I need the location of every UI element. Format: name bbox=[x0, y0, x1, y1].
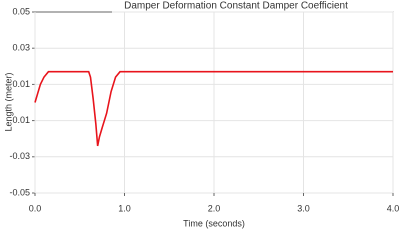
y-axis-title: Length (meter) bbox=[3, 72, 13, 131]
x-axis-title: Time (seconds) bbox=[183, 218, 245, 228]
x-tick-label: 2.0 bbox=[208, 203, 221, 213]
y-tick-label: -0.05 bbox=[9, 187, 30, 197]
x-tick-label: 3.0 bbox=[297, 203, 310, 213]
x-tick-label: 4.0 bbox=[387, 203, 400, 213]
y-tick-label: 0.03 bbox=[12, 43, 30, 53]
y-tick-label: 0.01 bbox=[12, 79, 30, 89]
chart: Damper Deformation Constant Damper Coeff… bbox=[3, 1, 400, 229]
chart-title: Damper Deformation Constant Damper Coeff… bbox=[124, 1, 348, 12]
data-line bbox=[34, 70, 393, 147]
y-tick-label: -0.01 bbox=[9, 115, 30, 125]
y-tick-label: 0.05 bbox=[12, 6, 30, 16]
y-tick-label: -0.03 bbox=[9, 151, 30, 161]
page: Damper Deformation Constant Damper Coeff… bbox=[3, 0, 400, 229]
x-tick-label: 1.0 bbox=[118, 203, 131, 213]
x-tick-label: 0.0 bbox=[29, 203, 42, 213]
